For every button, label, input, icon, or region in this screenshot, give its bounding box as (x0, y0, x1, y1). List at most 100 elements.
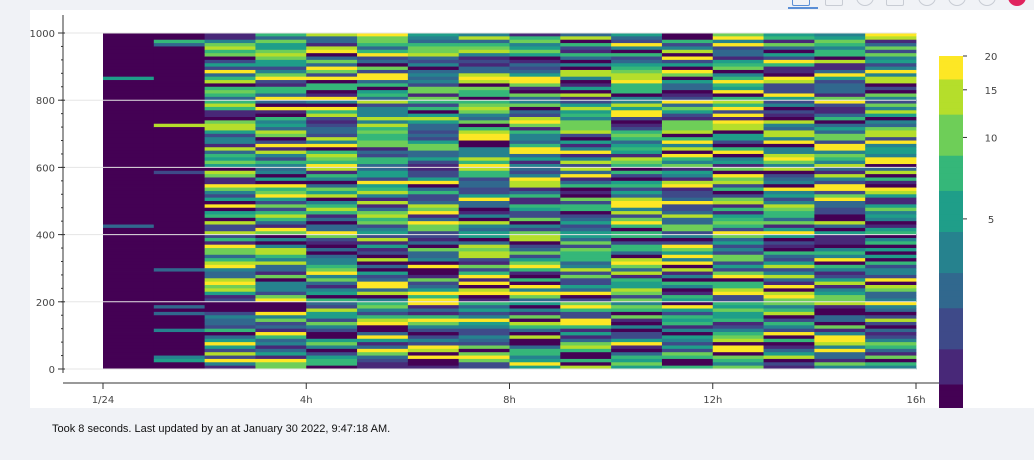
heatmap-cell (255, 170, 307, 175)
heatmap-cell (204, 248, 256, 252)
heatmap-cell (509, 103, 561, 108)
heatmap-cell (865, 211, 917, 215)
heatmap-cell (865, 201, 917, 205)
heatmap-cell (814, 167, 866, 172)
heatmap-cell (204, 133, 256, 138)
heatmap-cell (357, 214, 409, 219)
heatmap-cell (153, 244, 206, 249)
heatmap-cell (865, 53, 917, 57)
heatmap-cell (306, 143, 358, 148)
heatmap-cell (458, 170, 510, 175)
heatmap-cell (611, 43, 663, 47)
heatmap-cell (865, 274, 917, 279)
heatmap-cell (814, 174, 866, 178)
heatmap-cell (255, 355, 307, 360)
heatmap-cell (204, 315, 256, 319)
heatmap-cell (306, 217, 358, 222)
heatmap-cell (560, 190, 612, 195)
heatmap-cell (814, 214, 866, 219)
heatmap-cell (407, 103, 460, 108)
heatmap-cell (255, 63, 307, 67)
heatmap-cell (407, 248, 460, 252)
heatmap-cell (458, 204, 510, 209)
heatmap-cell (814, 352, 866, 356)
heatmap-cell (509, 170, 561, 175)
heatmap-cell (865, 207, 917, 212)
heatmap-cell (560, 76, 612, 81)
box-zoom-icon[interactable] (792, 0, 810, 6)
heatmap-cell (407, 113, 460, 118)
heatmap-cell (458, 211, 510, 215)
colorbar-segment (939, 185, 963, 192)
heatmap-cell (306, 113, 358, 118)
heatmap-cell (255, 298, 307, 303)
heatmap-cell (306, 358, 358, 363)
heatmap-cell (814, 332, 866, 336)
heatmap-cell (407, 190, 460, 195)
heatmap-cell (661, 352, 714, 356)
heatmap-cell (458, 227, 510, 232)
heatmap-cell (255, 345, 307, 350)
heatmap-cell (255, 106, 307, 111)
heatmap-cell (611, 49, 663, 54)
heatmap-cell (865, 338, 917, 343)
heatmap-cell (255, 311, 307, 316)
heatmap-cell (661, 59, 714, 64)
y-tick-label: 800 (36, 96, 55, 107)
heatmap-cell (458, 362, 510, 367)
heatmap-cell (814, 46, 866, 51)
heatmap-cell (458, 80, 510, 84)
heatmap-cell (306, 100, 358, 104)
heatmap-cell (814, 127, 866, 131)
heatmap-cell (458, 96, 510, 101)
heatmap-cell (509, 268, 561, 272)
heatmap-cell (407, 177, 460, 182)
heatmap-cell (153, 241, 206, 246)
heatmap-cell (255, 305, 307, 309)
heatmap-cell (865, 83, 917, 88)
heatmap-cell (560, 59, 612, 64)
colorbar-segment (939, 108, 963, 116)
heatmap-cell (814, 234, 866, 239)
heatmap-cell (255, 137, 307, 141)
heatmap-cell (153, 56, 206, 61)
heatmap-cell (306, 93, 358, 98)
heatmap-cell (306, 147, 358, 151)
heatmap-cell (509, 362, 561, 367)
reset-icon[interactable] (918, 0, 936, 6)
heatmap-cell (103, 49, 155, 54)
colorbar-tick-label: 10 (985, 133, 998, 144)
heatmap-cell (204, 348, 256, 353)
heatmap-cell (153, 325, 206, 330)
heatmap-cell (407, 285, 460, 289)
wheel-zoom-icon[interactable] (825, 0, 843, 6)
heatmap-cell (407, 180, 460, 185)
heatmap-cell (611, 110, 663, 115)
help-icon[interactable] (948, 0, 966, 6)
heatmap-cell (560, 207, 612, 212)
save-icon[interactable] (886, 0, 904, 6)
heatmap-cell (204, 244, 256, 249)
heatmap-cell (560, 184, 612, 188)
heatmap-cell (560, 36, 612, 41)
heatmap-cell (255, 362, 307, 367)
heatmap-cell (611, 201, 663, 205)
bokeh-logo-icon[interactable] (1008, 0, 1026, 6)
heatmap-cell (153, 365, 206, 370)
hover-icon[interactable] (978, 0, 996, 6)
heatmap-cell (306, 197, 358, 202)
heatmap-cell (407, 90, 460, 94)
heatmap-cell (255, 174, 307, 178)
heatmap-cell (509, 39, 561, 44)
heatmap-cell (661, 301, 714, 306)
heatmap-cell (763, 194, 815, 199)
pan-icon[interactable] (856, 0, 874, 6)
heatmap-cell (153, 76, 206, 81)
heatmap-cell (458, 120, 510, 125)
heatmap-cell (255, 217, 307, 222)
heatmap-cell (712, 342, 764, 346)
heatmap-cell (458, 59, 510, 64)
heatmap-cell (763, 69, 815, 74)
heatmap-cell (103, 237, 155, 242)
